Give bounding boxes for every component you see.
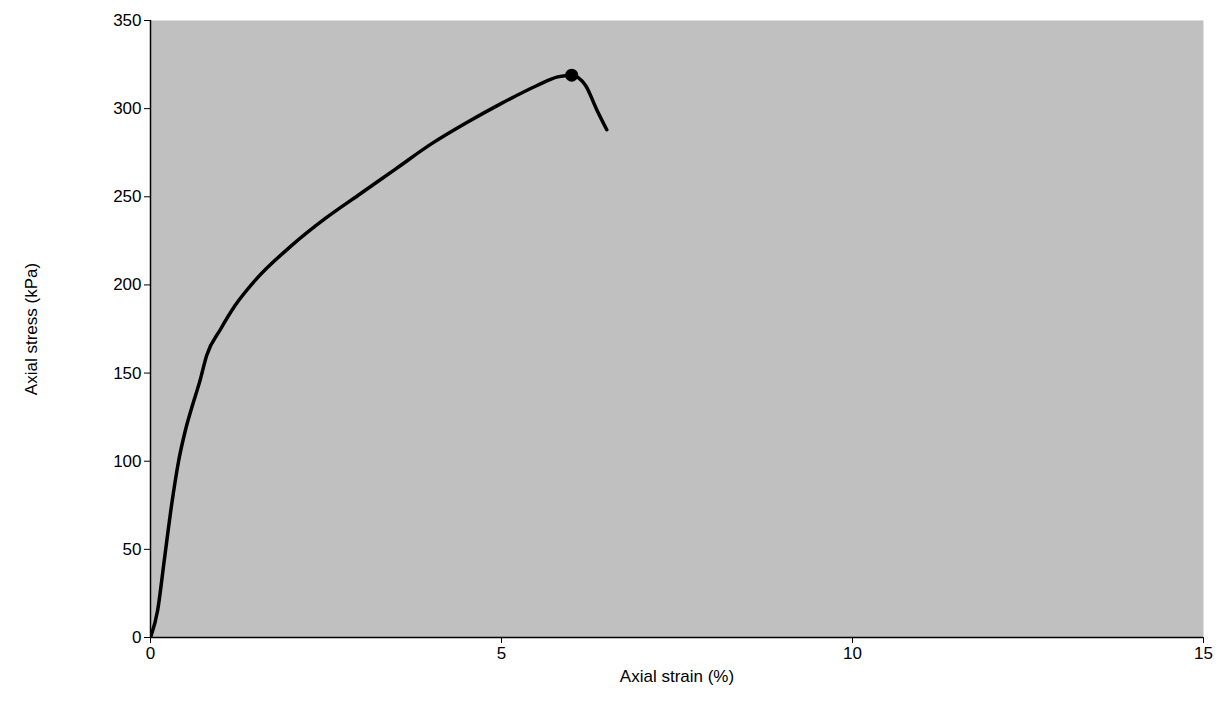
svg-text:200: 200 <box>113 275 141 294</box>
svg-text:0: 0 <box>146 644 155 663</box>
svg-text:15: 15 <box>1194 644 1213 663</box>
svg-text:50: 50 <box>123 540 142 559</box>
svg-text:0: 0 <box>132 628 141 647</box>
svg-text:350: 350 <box>113 11 141 30</box>
svg-text:10: 10 <box>843 644 862 663</box>
svg-text:150: 150 <box>113 364 141 383</box>
svg-text:100: 100 <box>113 452 141 471</box>
svg-text:Axial strain (%): Axial strain (%) <box>620 667 734 686</box>
svg-text:Axial stress (kPa): Axial stress (kPa) <box>22 263 41 395</box>
svg-text:250: 250 <box>113 187 141 206</box>
svg-text:5: 5 <box>497 644 506 663</box>
svg-text:300: 300 <box>113 99 141 118</box>
